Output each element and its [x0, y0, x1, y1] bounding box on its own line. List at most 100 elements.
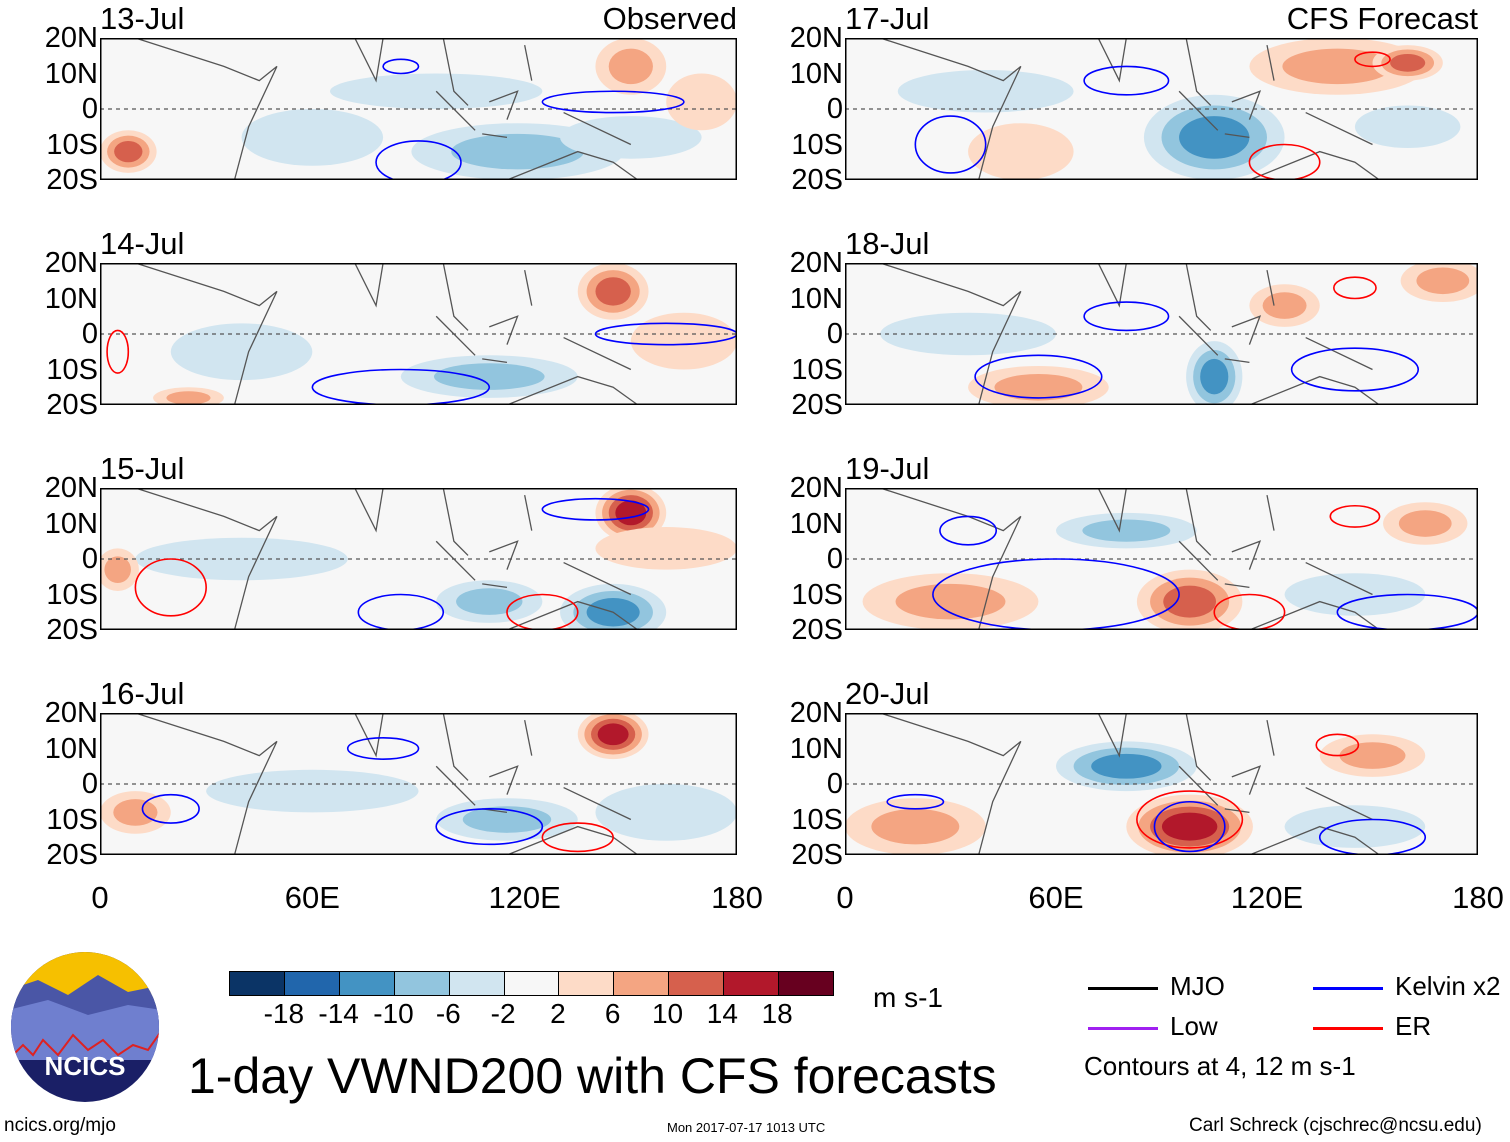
lat-tick-label: 20N [44, 697, 98, 729]
lon-tick-label: 180 [711, 880, 763, 915]
lat-tick-label: 20N [44, 472, 98, 504]
map-panel [100, 488, 737, 630]
lat-tick-label: 20S [46, 614, 98, 646]
lat-tick-label: 20N [789, 247, 843, 279]
anomaly-shading [1284, 573, 1426, 616]
anomaly-shading [595, 277, 631, 306]
lon-tick-label: 60E [1028, 880, 1084, 915]
er-contour [134, 558, 207, 617]
ncics-logo: NCICS [11, 952, 159, 1102]
anomaly-shading [630, 312, 737, 370]
colorbar-tick-label: 14 [706, 998, 738, 1029]
er-contour [1213, 593, 1286, 630]
footer-author: Carl Schreck (cjschrec@ncsu.edu) [1189, 1115, 1482, 1136]
kelvin-contour [382, 58, 420, 75]
kelvin-contour [541, 90, 685, 114]
colorbar-tick-label: -14 [318, 998, 359, 1029]
lat-tick-label: 0 [81, 768, 98, 800]
map-panel [100, 263, 737, 405]
colorbar [229, 971, 834, 996]
coastlines [879, 713, 1380, 855]
colorbar-tick-label: 10 [651, 998, 684, 1029]
kelvin-contour [1290, 347, 1420, 392]
colorbar-swatch [449, 972, 505, 995]
kelvin-contour [357, 593, 445, 630]
anomaly-shading [1398, 510, 1452, 537]
er-contour [1248, 143, 1321, 180]
lon-tick-label: 120E [1230, 880, 1304, 915]
map-panel [845, 263, 1478, 405]
anomaly-shading [114, 140, 143, 163]
er-contour [106, 329, 130, 374]
figure-title: 1-day VWND200 with CFS forecasts [188, 1048, 997, 1104]
panel-date: 17-Jul [845, 1, 930, 36]
colorbar-swatch [339, 972, 395, 995]
kelvin-contour [1336, 593, 1478, 630]
anomaly-shading [1262, 292, 1307, 319]
kelvin-contour [1083, 65, 1170, 96]
anomaly-shading [608, 48, 653, 85]
anomaly-shading [206, 769, 419, 813]
legend-line-mjo [1088, 987, 1158, 990]
er-contour [541, 822, 614, 853]
lat-tick-label: 10S [791, 578, 843, 611]
lat-tick-label: 20N [44, 22, 98, 54]
anomaly-shading [104, 556, 131, 583]
lat-tick-label: 0 [81, 93, 98, 125]
lat-tick-label: 20S [791, 614, 843, 646]
colorbar-swatch [724, 972, 780, 995]
lat-tick-label: 20S [791, 389, 843, 421]
anomaly-shading [1282, 48, 1393, 85]
kelvin-contour [141, 793, 200, 824]
anomaly-shading [897, 69, 1074, 113]
lat-tick-label: 10S [791, 128, 843, 161]
map-panel [845, 713, 1478, 855]
map-panel [845, 38, 1478, 180]
anomaly-shading [597, 723, 629, 746]
lon-tick-label: 0 [91, 880, 109, 915]
colorbar-swatch [284, 972, 340, 995]
lat-tick-label: 20S [791, 164, 843, 196]
footer-timestamp: Mon 2017-07-17 1013 UTC [667, 1120, 826, 1135]
coastlines [135, 488, 639, 630]
legend-line-low [1088, 1027, 1158, 1030]
observed-label: Observed [602, 1, 737, 36]
er-contour [506, 593, 579, 630]
colorbar-tick-label: 18 [761, 998, 793, 1029]
lon-tick-label: 60E [284, 880, 340, 915]
colorbar-swatch [779, 972, 833, 995]
panel-date: 14-Jul [100, 226, 185, 261]
lat-tick-label: 0 [826, 543, 843, 575]
legend-label: Kelvin x2 [1395, 971, 1501, 1001]
anomaly-shading [1082, 519, 1171, 542]
anomaly-shading [968, 123, 1074, 180]
colorbar-swatch [614, 972, 670, 995]
colorbar-tick-label: 6 [604, 998, 621, 1029]
lat-tick-label: 10N [44, 507, 98, 540]
footer-url[interactable]: ncics.org/mjo [4, 1115, 116, 1136]
er-contour [1354, 51, 1391, 68]
lat-tick-label: 10S [46, 128, 98, 161]
kelvin-contour [1153, 800, 1226, 853]
coastlines [879, 38, 1380, 180]
er-contour [1315, 733, 1360, 757]
kelvin-contour [914, 115, 987, 174]
lat-tick-label: 10S [46, 353, 98, 386]
lat-tick-label: 10S [791, 803, 843, 836]
panel-date: 19-Jul [845, 451, 930, 486]
colorbar-tick-label: -6 [435, 998, 461, 1029]
anomaly-shading [1179, 116, 1250, 159]
anomaly-shading [166, 391, 211, 405]
lat-tick-label: 10N [44, 57, 98, 90]
anomaly-shading [451, 133, 584, 170]
map-panel [100, 38, 737, 180]
lat-tick-label: 0 [826, 93, 843, 125]
anomaly-shading [1161, 812, 1218, 841]
coastlines [135, 38, 639, 180]
legend-label: MJO [1170, 971, 1225, 1001]
anomaly-shading [1390, 53, 1426, 72]
panel-date: 15-Jul [100, 451, 185, 486]
lat-tick-label: 20N [44, 247, 98, 279]
lat-tick-label: 10N [789, 282, 843, 315]
